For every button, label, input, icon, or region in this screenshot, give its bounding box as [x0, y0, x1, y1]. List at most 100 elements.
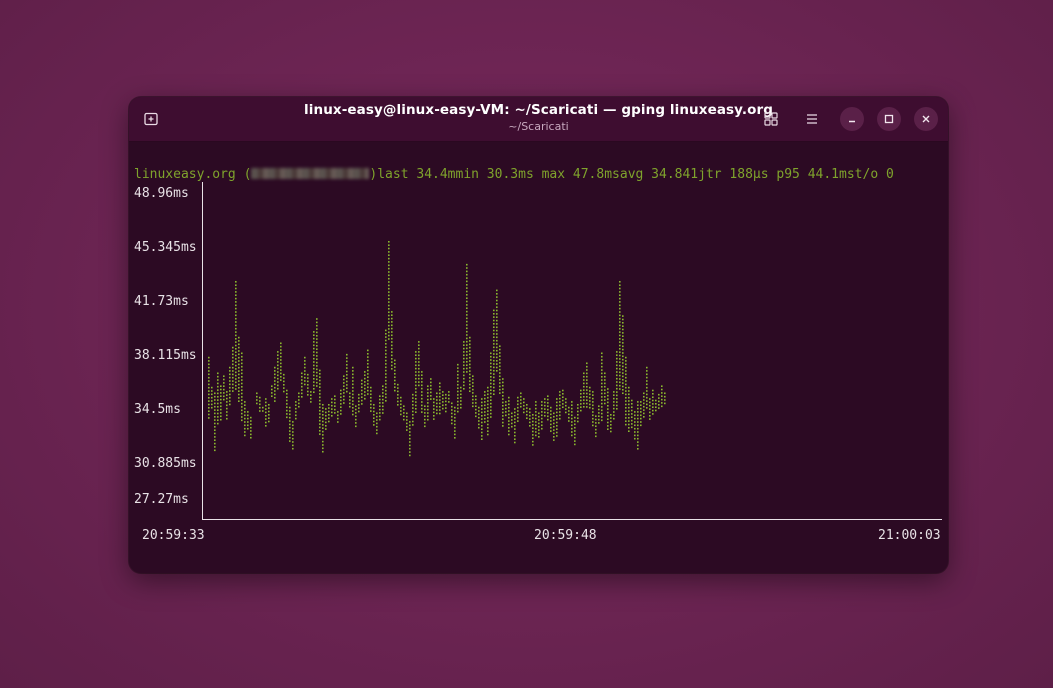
ping-sample	[475, 395, 477, 418]
ping-sample	[295, 401, 297, 420]
ping-sample	[439, 382, 441, 415]
ping-sample	[226, 391, 228, 420]
ping-sample	[445, 393, 447, 413]
ping-sample	[424, 405, 426, 428]
terminal-area[interactable]: linuxeasy.org ()last 34.4mmin 30.3ms max…	[129, 142, 948, 573]
ping-sample	[454, 406, 456, 439]
ping-sample	[298, 392, 300, 408]
ping-sample	[622, 315, 624, 394]
ping-sample	[421, 371, 423, 413]
ping-sample	[457, 363, 459, 413]
y-tick-label: 34.5ms	[134, 402, 181, 417]
ping-sample	[598, 405, 600, 424]
ping-sample	[394, 359, 396, 392]
ping-sample	[463, 341, 465, 390]
ping-sample	[373, 404, 375, 426]
x-tick-label: 20:59:48	[534, 528, 597, 543]
ping-sample	[322, 404, 324, 453]
ping-sample	[532, 414, 534, 446]
ping-sample	[451, 402, 453, 425]
x-tick-label: 21:00:03	[878, 528, 941, 543]
ping-sample	[337, 411, 339, 423]
ping-sample	[388, 241, 390, 340]
ping-sample	[367, 349, 369, 395]
ping-sample	[514, 408, 516, 444]
ping-sample	[250, 416, 252, 439]
ping-sample	[526, 404, 528, 419]
ping-sample	[358, 393, 360, 413]
y-tick-label: 45.345ms	[134, 240, 197, 255]
ping-sample	[664, 392, 666, 405]
ping-sample	[619, 281, 621, 390]
ping-sample	[370, 386, 372, 412]
menu-button[interactable]	[800, 107, 824, 131]
ping-sample	[343, 375, 345, 404]
ping-sample	[592, 391, 594, 427]
ping-sample	[274, 366, 276, 402]
ping-sample	[511, 412, 513, 428]
ping-sample	[400, 396, 402, 416]
ping-sample	[469, 336, 471, 392]
ping-sample	[502, 378, 504, 427]
ping-sample	[565, 398, 567, 414]
ping-sample	[229, 366, 231, 406]
ping-sample	[214, 392, 216, 452]
ping-sample	[646, 366, 648, 409]
ping-sample	[550, 406, 552, 432]
ping-sample	[466, 263, 468, 373]
ping-sample	[310, 391, 312, 403]
window-subtitle: ~/Scaricati	[508, 120, 569, 133]
ping-sample	[535, 401, 537, 437]
ping-sample	[244, 401, 246, 437]
new-tab-button[interactable]	[139, 107, 163, 131]
ping-sample	[364, 371, 366, 400]
close-button[interactable]	[914, 107, 938, 131]
ping-sample	[601, 352, 603, 422]
ping-sample	[643, 392, 645, 418]
host-label: linuxeasy.org	[134, 167, 236, 182]
ping-sample	[412, 393, 414, 426]
ping-sample	[544, 398, 546, 417]
ping-sample	[649, 398, 651, 420]
ping-sample	[481, 398, 483, 440]
ping-sample	[241, 352, 243, 422]
ping-sample	[247, 411, 249, 430]
ping-sample	[637, 401, 639, 450]
minimize-button[interactable]	[840, 107, 864, 131]
ping-sample	[397, 383, 399, 406]
ping-sample	[517, 396, 519, 422]
ping-sample	[496, 289, 498, 372]
ping-sample	[505, 401, 507, 417]
ping-sample	[361, 379, 363, 405]
ping-sample	[631, 399, 633, 429]
view-button[interactable]	[759, 107, 783, 131]
maximize-button[interactable]	[877, 107, 901, 131]
ping-sample	[616, 351, 618, 410]
ping-sample	[553, 412, 555, 441]
new-tab-icon	[144, 112, 158, 126]
ping-sample	[547, 395, 549, 421]
ping-sample	[325, 408, 327, 430]
ping-sample	[352, 366, 354, 416]
ping-sample	[568, 406, 570, 422]
ping-sample	[490, 352, 492, 418]
ping-stats-line: linuxeasy.org ()last 34.4mmin 30.3ms max…	[134, 167, 894, 182]
ping-sample	[541, 401, 543, 430]
ping-sample	[283, 373, 285, 393]
ping-sample	[262, 406, 264, 412]
ping-sample	[403, 405, 405, 421]
open-paren: (	[235, 167, 252, 182]
ping-sample	[640, 401, 642, 427]
maximize-icon	[884, 114, 894, 124]
hamburger-menu-icon	[807, 114, 817, 124]
ping-sample	[223, 375, 225, 401]
ping-sample	[520, 392, 522, 408]
ping-sample	[208, 356, 210, 419]
ping-sample	[220, 385, 222, 421]
titlebar: linux-easy@linux-easy-VM: ~/Scaricati — …	[129, 97, 948, 142]
y-tick-label: 48.96ms	[134, 186, 189, 201]
ping-sample	[418, 341, 420, 387]
ping-sample	[493, 309, 495, 395]
ping-sample	[286, 389, 288, 419]
ping-sample	[607, 388, 609, 430]
